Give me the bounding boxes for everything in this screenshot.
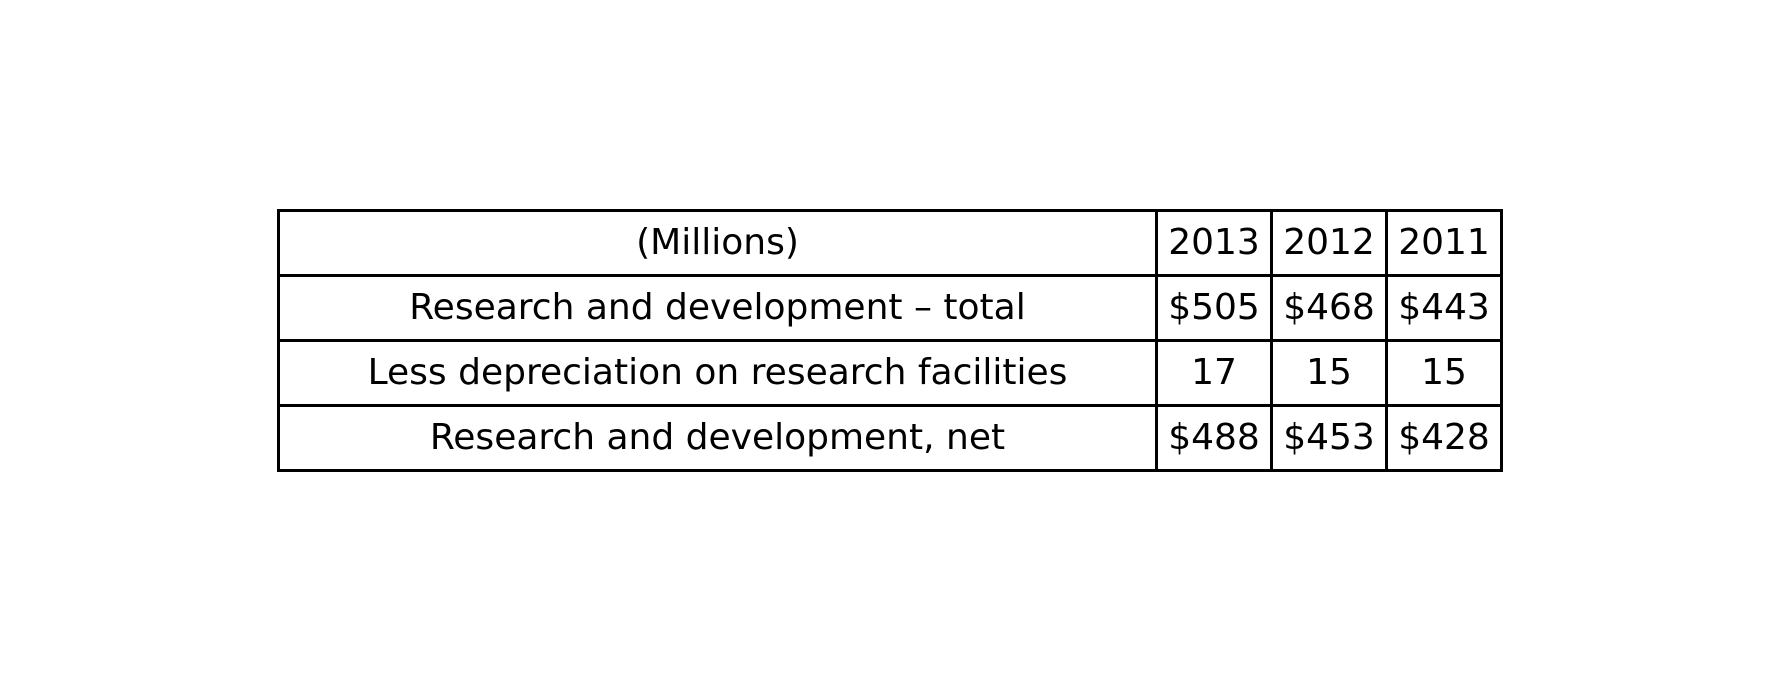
row-label: Less depreciation on research facilities: [277, 339, 1158, 407]
header-cell-units: (Millions): [277, 209, 1158, 277]
row-label: Research and development, net: [277, 404, 1158, 472]
table-row: Research and development – total $505 $4…: [277, 274, 1503, 342]
table-cell: 17: [1155, 339, 1273, 407]
table-cell: 15: [1270, 339, 1388, 407]
header-cell-2012: 2012: [1270, 209, 1388, 277]
table-row: Less depreciation on research facilities…: [277, 339, 1503, 407]
table-cell: $453: [1270, 404, 1388, 472]
table-cell: 15: [1385, 339, 1503, 407]
data-table: (Millions) 2013 2012 2011 Research and d…: [277, 209, 1503, 472]
table-cell: $428: [1385, 404, 1503, 472]
table-row: Research and development, net $488 $453 …: [277, 404, 1503, 472]
header-cell-2013: 2013: [1155, 209, 1273, 277]
table-cell: $443: [1385, 274, 1503, 342]
table-cell: $468: [1270, 274, 1388, 342]
row-label: Research and development – total: [277, 274, 1158, 342]
header-cell-2011: 2011: [1385, 209, 1503, 277]
table-cell: $488: [1155, 404, 1273, 472]
data-table-container: (Millions) 2013 2012 2011 Research and d…: [277, 209, 1503, 472]
table-cell: $505: [1155, 274, 1273, 342]
header-row: (Millions) 2013 2012 2011: [277, 209, 1503, 277]
